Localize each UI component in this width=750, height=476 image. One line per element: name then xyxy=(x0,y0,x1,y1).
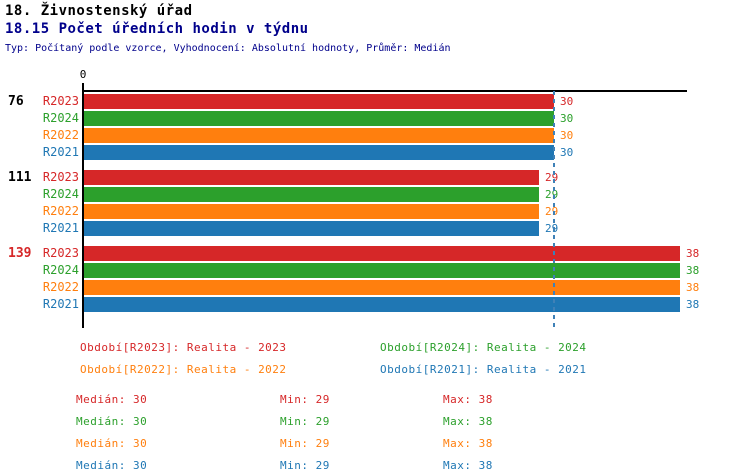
bar-series-label: R2022 xyxy=(42,280,79,294)
bar-series-label: R2021 xyxy=(42,297,79,311)
bar-series-label: R2021 xyxy=(42,145,79,159)
bar-R2023-group-139 xyxy=(84,246,680,261)
legend-item-R2023: Období[R2023]: Realita - 2023 xyxy=(80,341,287,354)
median-gridline xyxy=(553,91,555,331)
stat-min-R2024: Min: 29 xyxy=(280,415,330,428)
bar-R2022-group-139 xyxy=(84,280,680,295)
legend-item-R2022: Období[R2022]: Realita - 2022 xyxy=(80,363,287,376)
stat-max-R2022: Max: 38 xyxy=(443,437,493,450)
bar-value-label: 38 xyxy=(686,281,700,294)
bar-R2021-group-76 xyxy=(84,145,554,160)
group-label-111: 111 xyxy=(8,170,32,185)
section-title: 18. Živnostenský úřad xyxy=(5,3,193,19)
bar-value-label: 29 xyxy=(545,188,559,201)
x-axis-line xyxy=(82,90,687,92)
bar-series-label: R2022 xyxy=(42,204,79,218)
bar-value-label: 38 xyxy=(686,264,700,277)
stat-max-R2021: Max: 38 xyxy=(443,459,493,472)
x-axis-zero-label: 0 xyxy=(79,68,87,81)
bar-series-label: R2023 xyxy=(42,246,79,260)
bar-R2023-group-111 xyxy=(84,170,539,185)
chart-title: 18.15 Počet úředních hodin v týdnu xyxy=(5,21,309,37)
bar-value-label: 29 xyxy=(545,171,559,184)
bar-series-label: R2023 xyxy=(42,170,79,184)
stat-min-R2023: Min: 29 xyxy=(280,393,330,406)
bar-value-label: 30 xyxy=(560,146,574,159)
bar-series-label: R2022 xyxy=(42,128,79,142)
bar-value-label: 29 xyxy=(545,222,559,235)
bar-R2023-group-76 xyxy=(84,94,554,109)
stat-max-R2024: Max: 38 xyxy=(443,415,493,428)
stat-max-R2023: Max: 38 xyxy=(443,393,493,406)
bar-value-label: 30 xyxy=(560,95,574,108)
bar-R2024-group-76 xyxy=(84,111,554,126)
bar-series-label: R2024 xyxy=(42,187,79,201)
stat-min-R2021: Min: 29 xyxy=(280,459,330,472)
stat-median-R2024: Medián: 30 xyxy=(76,415,148,428)
stat-median-R2022: Medián: 30 xyxy=(76,437,148,450)
bar-value-label: 30 xyxy=(560,129,574,142)
chart-meta-line: Typ: Počítaný podle vzorce, Vyhodnocení:… xyxy=(5,43,451,54)
legend-item-R2021: Období[R2021]: Realita - 2021 xyxy=(380,363,587,376)
bar-value-label: 38 xyxy=(686,298,700,311)
bar-R2021-group-139 xyxy=(84,297,680,312)
y-axis-line xyxy=(82,90,84,328)
x-axis-zero-tick xyxy=(82,83,84,90)
stat-median-R2023: Medián: 30 xyxy=(76,393,148,406)
bar-value-label: 29 xyxy=(545,205,559,218)
bar-R2021-group-111 xyxy=(84,221,539,236)
bar-R2022-group-76 xyxy=(84,128,554,143)
bar-R2024-group-111 xyxy=(84,187,539,202)
bar-value-label: 30 xyxy=(560,112,574,125)
bar-R2022-group-111 xyxy=(84,204,539,219)
stat-median-R2021: Medián: 30 xyxy=(76,459,148,472)
bar-series-label: R2021 xyxy=(42,221,79,235)
stat-min-R2022: Min: 29 xyxy=(280,437,330,450)
group-label-139: 139 xyxy=(8,246,32,261)
bar-series-label: R2023 xyxy=(42,94,79,108)
bar-R2024-group-139 xyxy=(84,263,680,278)
group-label-76: 76 xyxy=(8,94,24,109)
bar-series-label: R2024 xyxy=(42,111,79,125)
bar-series-label: R2024 xyxy=(42,263,79,277)
legend-item-R2024: Období[R2024]: Realita - 2024 xyxy=(380,341,587,354)
bar-value-label: 38 xyxy=(686,247,700,260)
